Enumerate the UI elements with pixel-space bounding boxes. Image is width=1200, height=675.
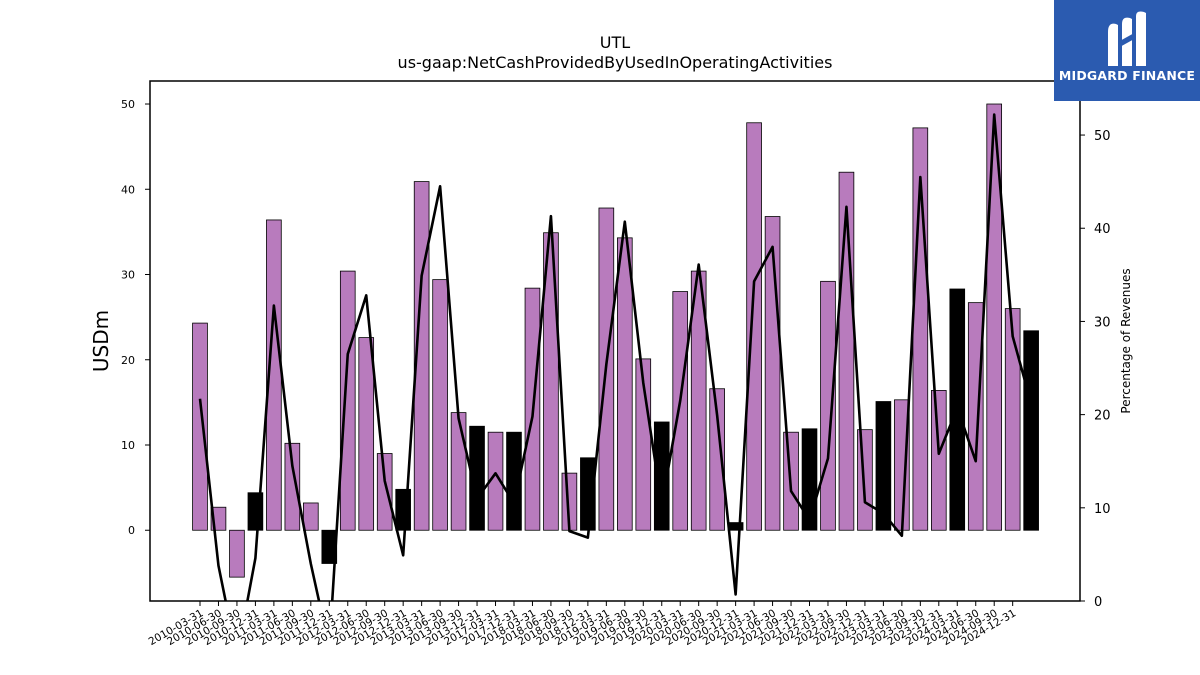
right-tick-label: 50 xyxy=(1094,129,1111,144)
bar-series xyxy=(192,103,1039,578)
bar xyxy=(617,237,633,531)
left-tick-label: 0 xyxy=(128,524,135,537)
bar xyxy=(967,302,984,531)
right-axis-label: Percentage of Revenues xyxy=(1119,268,1133,413)
bar xyxy=(303,502,319,531)
bar xyxy=(857,429,873,531)
bar xyxy=(1023,330,1039,531)
bar xyxy=(413,181,430,531)
bar xyxy=(432,279,448,531)
bar xyxy=(376,453,393,531)
bar xyxy=(986,103,1003,531)
bar xyxy=(820,280,836,531)
bar xyxy=(339,270,356,531)
bar xyxy=(229,529,245,578)
chart-title: UTL xyxy=(600,33,630,52)
left-tick-label: 10 xyxy=(121,439,135,452)
bar xyxy=(1004,308,1021,531)
x-axis: 2010-03-312010-06-302010-09-302010-12-31… xyxy=(147,601,1018,648)
bar xyxy=(931,390,947,531)
right-tick-label: 40 xyxy=(1094,222,1111,237)
logo: MIDGARD FINANCE xyxy=(1054,0,1200,101)
left-axis: 0 10 20 30 40 50 xyxy=(121,98,150,537)
bar xyxy=(284,442,301,531)
y-axis-label: USDm xyxy=(89,310,113,372)
left-tick-label: 30 xyxy=(121,269,135,282)
bar xyxy=(801,428,818,531)
chart-subtitle: us-gaap:NetCashProvidedByUsedInOperating… xyxy=(398,53,833,72)
bar xyxy=(653,421,670,531)
bar xyxy=(450,412,467,531)
bar xyxy=(469,425,485,531)
bar xyxy=(192,322,208,531)
bar xyxy=(506,431,522,531)
right-tick-label: 30 xyxy=(1094,315,1111,330)
right-tick-label: 20 xyxy=(1094,409,1111,424)
bar xyxy=(746,122,762,531)
right-tick-label: 10 xyxy=(1094,502,1111,517)
left-tick-label: 20 xyxy=(121,354,135,367)
left-tick-label: 50 xyxy=(121,98,135,111)
right-axis: 0 10 20 30 40 50 xyxy=(1080,129,1111,610)
right-tick-label: 0 xyxy=(1094,595,1102,610)
plot-frame xyxy=(149,80,1081,602)
line-series xyxy=(198,113,1033,601)
bar xyxy=(875,401,892,531)
left-tick-label: 40 xyxy=(121,183,135,196)
percentage-line xyxy=(198,113,1033,601)
bar xyxy=(709,388,725,531)
logo-text: MIDGARD FINANCE xyxy=(1058,68,1196,83)
logo-mark-icon xyxy=(1108,11,1146,67)
bar xyxy=(672,291,689,531)
bar xyxy=(358,337,375,531)
